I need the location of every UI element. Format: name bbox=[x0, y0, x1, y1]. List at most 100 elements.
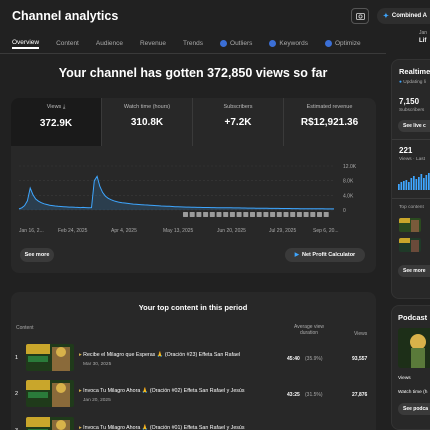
metric-label: Views bbox=[46, 104, 62, 110]
camera-icon[interactable] bbox=[351, 8, 369, 24]
top-content-label: Top content bbox=[399, 205, 424, 210]
metric-value: 372.9K bbox=[39, 118, 73, 129]
metric-label: Estimated revenue bbox=[306, 104, 353, 110]
video-title[interactable]: Invoca Tu Milagro Ahora 🙏 (Oración #02) … bbox=[83, 388, 245, 394]
video-marker[interactable] bbox=[243, 212, 249, 217]
video-marker[interactable] bbox=[310, 212, 316, 217]
metric-value: +7.2K bbox=[224, 117, 252, 128]
video-marker[interactable] bbox=[203, 212, 209, 217]
video-marker[interactable] bbox=[296, 212, 302, 217]
tab-overview[interactable]: Overview bbox=[12, 37, 40, 49]
video-marker[interactable] bbox=[276, 212, 282, 217]
realtime-title: Realtime bbox=[399, 67, 430, 76]
video-marker[interactable] bbox=[256, 212, 262, 217]
video-marker[interactable] bbox=[263, 212, 269, 217]
divider bbox=[392, 198, 430, 199]
combined-analytics-button[interactable]: ✦ Combined A bbox=[377, 8, 430, 24]
calculator-icon: ▶ bbox=[294, 252, 300, 258]
column-header-views: Views bbox=[354, 331, 368, 337]
tab-label: Overview bbox=[12, 38, 40, 46]
video-marker[interactable] bbox=[196, 212, 202, 217]
x-tick-label: Jun 20, 2025 bbox=[217, 228, 246, 234]
tab-divider bbox=[0, 53, 386, 54]
video-date: Mar 30, 2025 bbox=[83, 362, 112, 367]
video-marker[interactable] bbox=[236, 212, 242, 217]
video-marker[interactable] bbox=[223, 212, 229, 217]
tab-label: Trends bbox=[183, 39, 204, 47]
video-marker[interactable] bbox=[270, 212, 276, 217]
download-icon: ⤓ bbox=[62, 104, 66, 110]
tab-keywords[interactable]: Keywords bbox=[269, 37, 308, 49]
realtime-bar bbox=[398, 184, 400, 190]
y-tick-label: 8.0K bbox=[343, 179, 354, 185]
see-podcast-button[interactable]: See podca bbox=[398, 403, 430, 415]
realtime-bar bbox=[415, 179, 418, 190]
realtime-thumbnail[interactable] bbox=[399, 218, 421, 232]
date-range-label: Jan bbox=[419, 30, 428, 36]
table-row[interactable]: 2 ▸ Invoca Tu Milagro Ahora 🙏 (Oración #… bbox=[11, 380, 376, 410]
realtime-views-label: Views · Last bbox=[399, 157, 426, 162]
realtime-views-value: 221 bbox=[399, 146, 413, 155]
video-type-icon: ▸ bbox=[79, 388, 82, 394]
top-content-title: Your top content in this period bbox=[138, 303, 248, 312]
video-marker[interactable] bbox=[283, 212, 289, 217]
video-marker[interactable] bbox=[189, 212, 195, 217]
see-live-count-button[interactable]: See live c bbox=[398, 120, 430, 132]
x-tick-label: Jan 16, 2... bbox=[19, 228, 44, 234]
video-marker[interactable] bbox=[250, 212, 255, 217]
realtime-bar bbox=[420, 174, 423, 190]
realtime-bar bbox=[425, 175, 428, 190]
video-type-icon: ▸ bbox=[79, 352, 82, 358]
table-row[interactable]: 1 ▸ Recibe el Milagro que Esperas 🙏 (Ora… bbox=[11, 344, 376, 374]
video-marker[interactable] bbox=[317, 212, 322, 217]
video-thumbnail[interactable] bbox=[26, 417, 74, 430]
video-type-icon: ▸ bbox=[79, 425, 82, 430]
podcast-watch-label: Watch time (h bbox=[398, 390, 428, 395]
video-marker[interactable] bbox=[229, 212, 235, 217]
views-chart: 12.0K 8.0K 4.0K 0 Jan 16, 2... Feb 24, 2025 Ap… bbox=[18, 164, 357, 234]
avg-duration-percent: (31.5%) bbox=[305, 392, 323, 398]
metric-subscribers[interactable]: Subscribers +7.2K bbox=[193, 98, 284, 146]
video-marker[interactable] bbox=[290, 212, 296, 217]
x-tick-label: Apr 4, 2025 bbox=[111, 228, 137, 234]
metric-label: Watch time (hours) bbox=[123, 104, 171, 110]
x-tick-label: Jul 29, 2025 bbox=[269, 228, 296, 234]
podcast-thumbnail[interactable] bbox=[398, 328, 430, 368]
divider bbox=[392, 139, 430, 140]
tab-revenue[interactable]: Revenue bbox=[140, 37, 166, 49]
net-profit-calculator-button[interactable]: ▶ Net Profit Calculator bbox=[285, 248, 365, 262]
ai-sparkle-icon bbox=[324, 39, 332, 47]
video-marker[interactable] bbox=[303, 212, 309, 217]
table-row[interactable]: 3 ▸ Invoca Tu Milagro Ahora 🙏 (Oración #… bbox=[11, 417, 376, 430]
video-marker[interactable] bbox=[323, 212, 329, 217]
x-tick-label: Feb 24, 2025 bbox=[58, 228, 88, 234]
metric-views[interactable]: Views ⤓ 372.9K bbox=[11, 98, 102, 146]
x-tick-label: Sep 6, 20... bbox=[313, 228, 339, 234]
realtime-subscribers-value: 7,150 bbox=[399, 97, 420, 106]
tab-optimize[interactable]: Optimize bbox=[324, 37, 361, 49]
podcast-card: Podcast Views Watch time (h See podca bbox=[391, 305, 430, 430]
tab-audience[interactable]: Audience bbox=[96, 37, 123, 49]
date-range-select[interactable]: Lif bbox=[419, 38, 427, 44]
video-date: Jan 20, 2025 bbox=[83, 398, 111, 403]
ai-sparkle-icon bbox=[220, 39, 228, 47]
video-marker[interactable] bbox=[183, 212, 188, 217]
video-thumbnail[interactable] bbox=[26, 344, 74, 371]
video-marker[interactable] bbox=[209, 212, 215, 217]
realtime-bar bbox=[418, 177, 420, 190]
video-title[interactable]: Recibe el Milagro que Esperas 🙏 (Oración… bbox=[83, 352, 241, 358]
video-marker[interactable] bbox=[216, 212, 222, 217]
metric-watch-time[interactable]: Watch time (hours) 310.8K bbox=[102, 98, 193, 146]
tab-trends[interactable]: Trends bbox=[183, 37, 203, 49]
video-title[interactable]: Invoca Tu Milagro Ahora 🙏 (Oración #01) … bbox=[83, 425, 245, 430]
tab-content[interactable]: Content bbox=[56, 37, 79, 49]
realtime-bar bbox=[408, 182, 410, 190]
metric-revenue[interactable]: Estimated revenue R$12,921.36 bbox=[284, 98, 375, 146]
realtime-see-more-button[interactable]: See more bbox=[398, 265, 430, 277]
tab-outliers[interactable]: Outliers bbox=[220, 37, 252, 49]
see-more-button[interactable]: See more bbox=[20, 248, 54, 262]
video-thumbnail[interactable] bbox=[26, 380, 74, 407]
realtime-thumbnail[interactable] bbox=[399, 238, 421, 252]
metric-value: R$12,921.36 bbox=[300, 117, 359, 128]
views-headline: Your channel has gotten 372,850 views so… bbox=[58, 66, 328, 80]
